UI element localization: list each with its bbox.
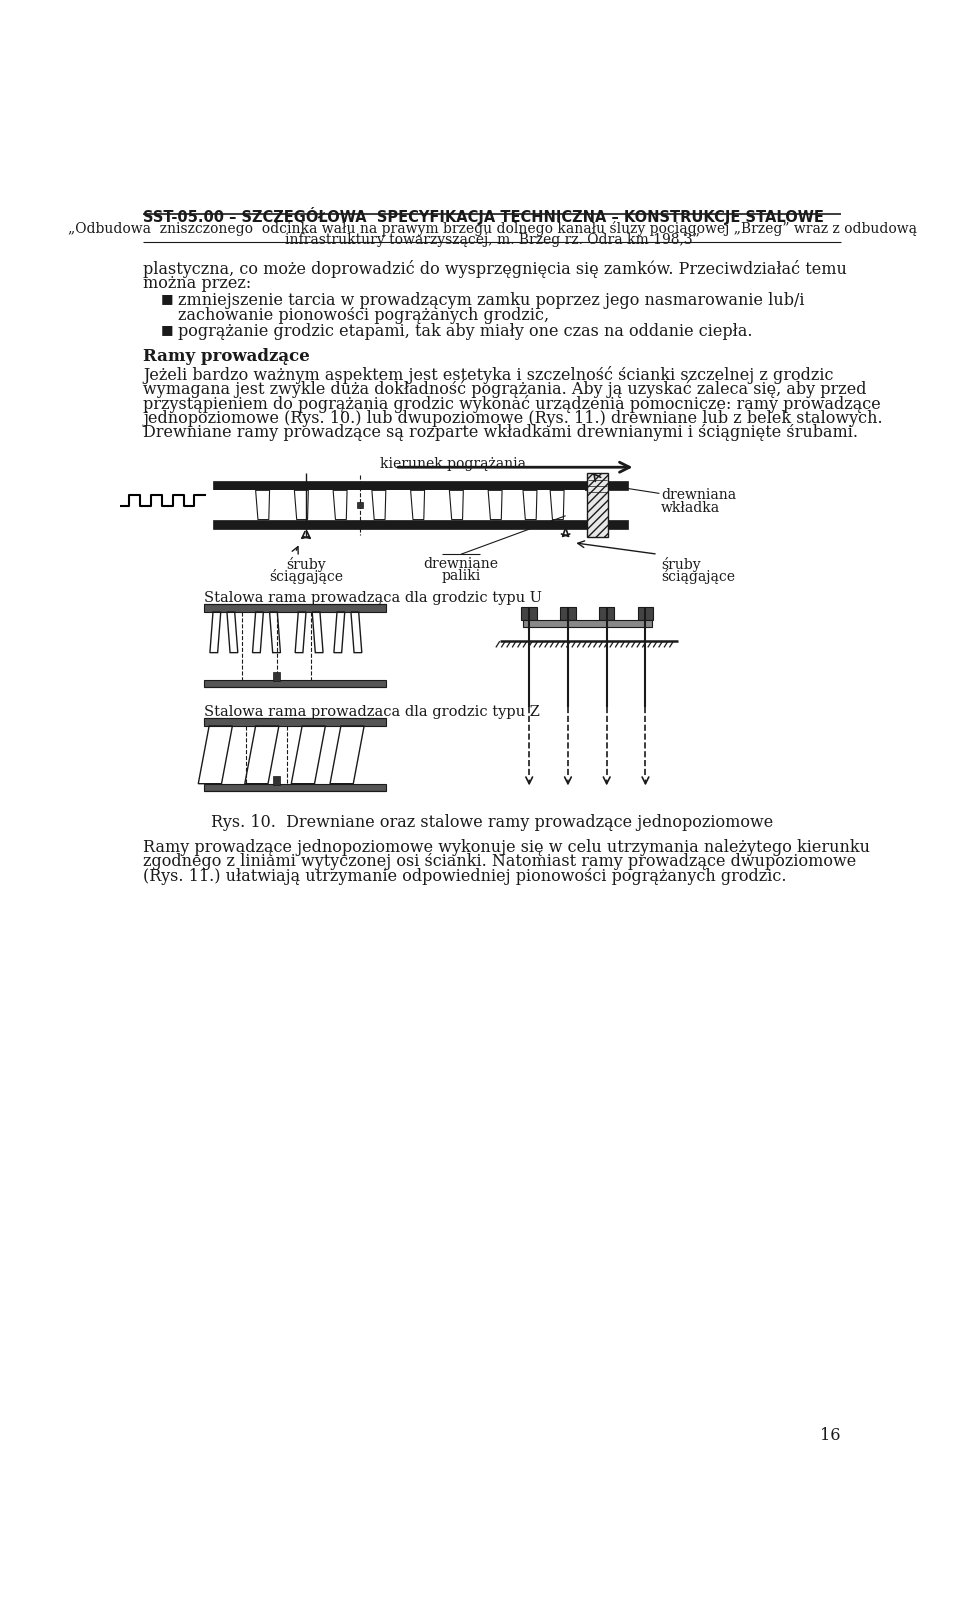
Text: wkładka: wkładka [660,500,720,514]
Bar [587,474,609,537]
Text: ściągające: ściągające [269,568,343,584]
Text: ściągające: ściągające [660,568,735,584]
Text: Jeżeli bardzo ważnym aspektem jest estetyka i szczelność ścianki szczelnej z gro: Jeżeli bardzo ważnym aspektem jest estet… [143,365,833,383]
Text: śruby: śruby [286,557,325,571]
Text: 16: 16 [820,1427,841,1443]
Text: drewniana: drewniana [660,489,736,502]
Text: pogrążanie grodzic etapami, tak aby miały one czas na oddanie ciepła.: pogrążanie grodzic etapami, tak aby miał… [179,323,753,339]
Bar [274,672,279,682]
Text: Rys. 10.  Drewniane oraz stalowe ramy prowadzące jednopoziomowe: Rys. 10. Drewniane oraz stalowe ramy pro… [211,813,773,831]
Text: SST-05.00 – SZCZEGÓŁOWA  SPECYFIKACJA TECHNICZNA – KONSTRUKCJE STALOWE: SST-05.00 – SZCZEGÓŁOWA SPECYFIKACJA TEC… [143,208,824,226]
Bar [274,776,279,786]
Bar [521,609,537,620]
Text: Stalowa rama prowadzaca dla grodzic typu Z: Stalowa rama prowadzaca dla grodzic typu… [204,704,540,719]
Bar [204,605,386,612]
Text: Drewniane ramy prowadzące są rozparte wkładkami drewnianymi i ściągnięte śrubami: Drewniane ramy prowadzące są rozparte wk… [143,424,858,441]
Bar [204,784,386,792]
Text: przystąpieniem do pogrążania grodzic wykonać urządzenia pomocnicze: ramy prowadz: przystąpieniem do pogrążania grodzic wyk… [143,394,881,412]
Text: paliki: paliki [442,568,481,583]
Text: zachowanie pionowości pogrążanych grodzic,: zachowanie pionowości pogrążanych grodzi… [179,307,549,323]
Text: jednopoziomowe (Rys. 10.) lub dwupoziomowe (Rys. 11.) drewniane lub z belek stal: jednopoziomowe (Rys. 10.) lub dwupoziomo… [143,409,883,427]
Bar [523,620,652,628]
Text: Stalowa rama prowadząca dla grodzic typu U: Stalowa rama prowadząca dla grodzic typu… [204,591,541,605]
Text: infrastruktury towarzyszącej, m. Brzeg rz. Odra km 198,3”: infrastruktury towarzyszącej, m. Brzeg r… [284,234,700,247]
Text: można przez:: można przez: [143,274,252,292]
Text: Ramy prowadzące jednopoziomowe wykonuje się w celu utrzymania należytego kierunk: Ramy prowadzące jednopoziomowe wykonuje … [143,837,871,855]
Text: Ramy prowadzące: Ramy prowadzące [143,347,310,365]
Text: kierunek pogrążania: kierunek pogrążania [380,458,526,471]
Bar [204,719,386,727]
Text: ■: ■ [160,323,173,336]
Bar [561,609,576,620]
Text: ■: ■ [160,292,173,305]
Bar [204,680,386,688]
Bar [357,503,363,508]
Bar [637,609,653,620]
Text: drewniane: drewniane [423,557,498,570]
Text: (Rys. 11.) ułatwiają utrzymanie odpowiedniej pionowości pogrążanych grodzic.: (Rys. 11.) ułatwiają utrzymanie odpowied… [143,867,787,885]
Text: zgodnego z liniami wytyczonej osi ścianki. Natomiast ramy prowadzące dwupoziomow: zgodnego z liniami wytyczonej osi ściank… [143,852,856,870]
Text: zmniejszenie tarcia w prowadzącym zamku poprzez jego nasmarowanie lub/i: zmniejszenie tarcia w prowadzącym zamku … [179,292,804,308]
Text: śruby: śruby [660,557,701,571]
Bar [213,492,585,521]
Text: wymagana jest zwykle duża dokładność pogrążania. Aby ją uzyskać zaleca się, aby : wymagana jest zwykle duża dokładność pog… [143,380,867,398]
Bar [213,521,628,529]
Bar [599,609,614,620]
Bar [213,482,628,492]
Text: „Odbudowa  zniszczonego  odcinka wału na prawym brzegu dolnego kanału śluzy poci: „Odbudowa zniszczonego odcinka wału na p… [67,221,917,235]
Text: plastyczna, co może doprowadzić do wysprzęgnięcia się zamków. Przeciwdziałać tem: plastyczna, co może doprowadzić do wyspr… [143,260,847,278]
